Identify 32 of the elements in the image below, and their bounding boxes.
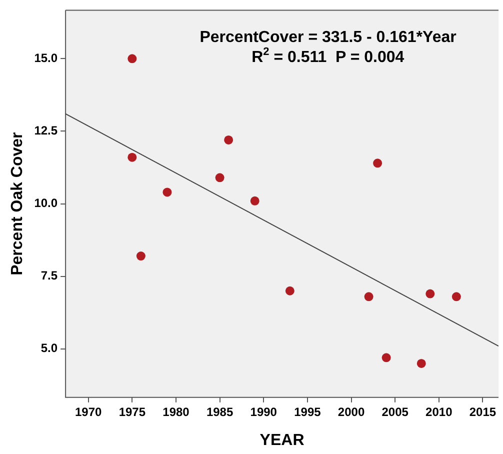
point [215, 173, 224, 182]
point [426, 289, 435, 298]
point [136, 252, 146, 261]
x-tick-label: 2010 [426, 404, 453, 419]
y-axis-title: Percent Oak Cover [9, 132, 26, 276]
y-tick-label: 7.5 [40, 268, 58, 283]
x-tick-label: 2005 [382, 404, 409, 419]
x-tick-label: 1980 [162, 404, 190, 419]
point [416, 358, 426, 368]
point [128, 54, 137, 64]
y-tick-label: 15.0 [34, 50, 58, 65]
x-tick-label: 2000 [338, 404, 365, 419]
x-tick-label: 1995 [294, 404, 322, 419]
x-tick-label: 1990 [250, 404, 278, 419]
x-tick-label: 1975 [118, 404, 146, 419]
x-tick-label: 1985 [206, 404, 234, 419]
annotation: PercentCover = 331.5 - 0.161*Year [200, 29, 456, 46]
point [373, 158, 382, 168]
x-axis-title: YEAR [260, 432, 305, 449]
point [364, 292, 374, 302]
point [250, 196, 260, 206]
point [382, 353, 391, 362]
y-tick-label: 5.0 [40, 341, 58, 356]
point [128, 152, 137, 162]
y-tick-label: 10.0 [34, 196, 58, 210]
x-tick-label: 1970 [74, 404, 102, 419]
point [162, 188, 172, 197]
x-tick-label: 2015 [469, 404, 496, 419]
point [452, 292, 461, 302]
point [224, 135, 234, 144]
point [285, 286, 294, 296]
y-tick-label: 12.5 [34, 124, 58, 138]
